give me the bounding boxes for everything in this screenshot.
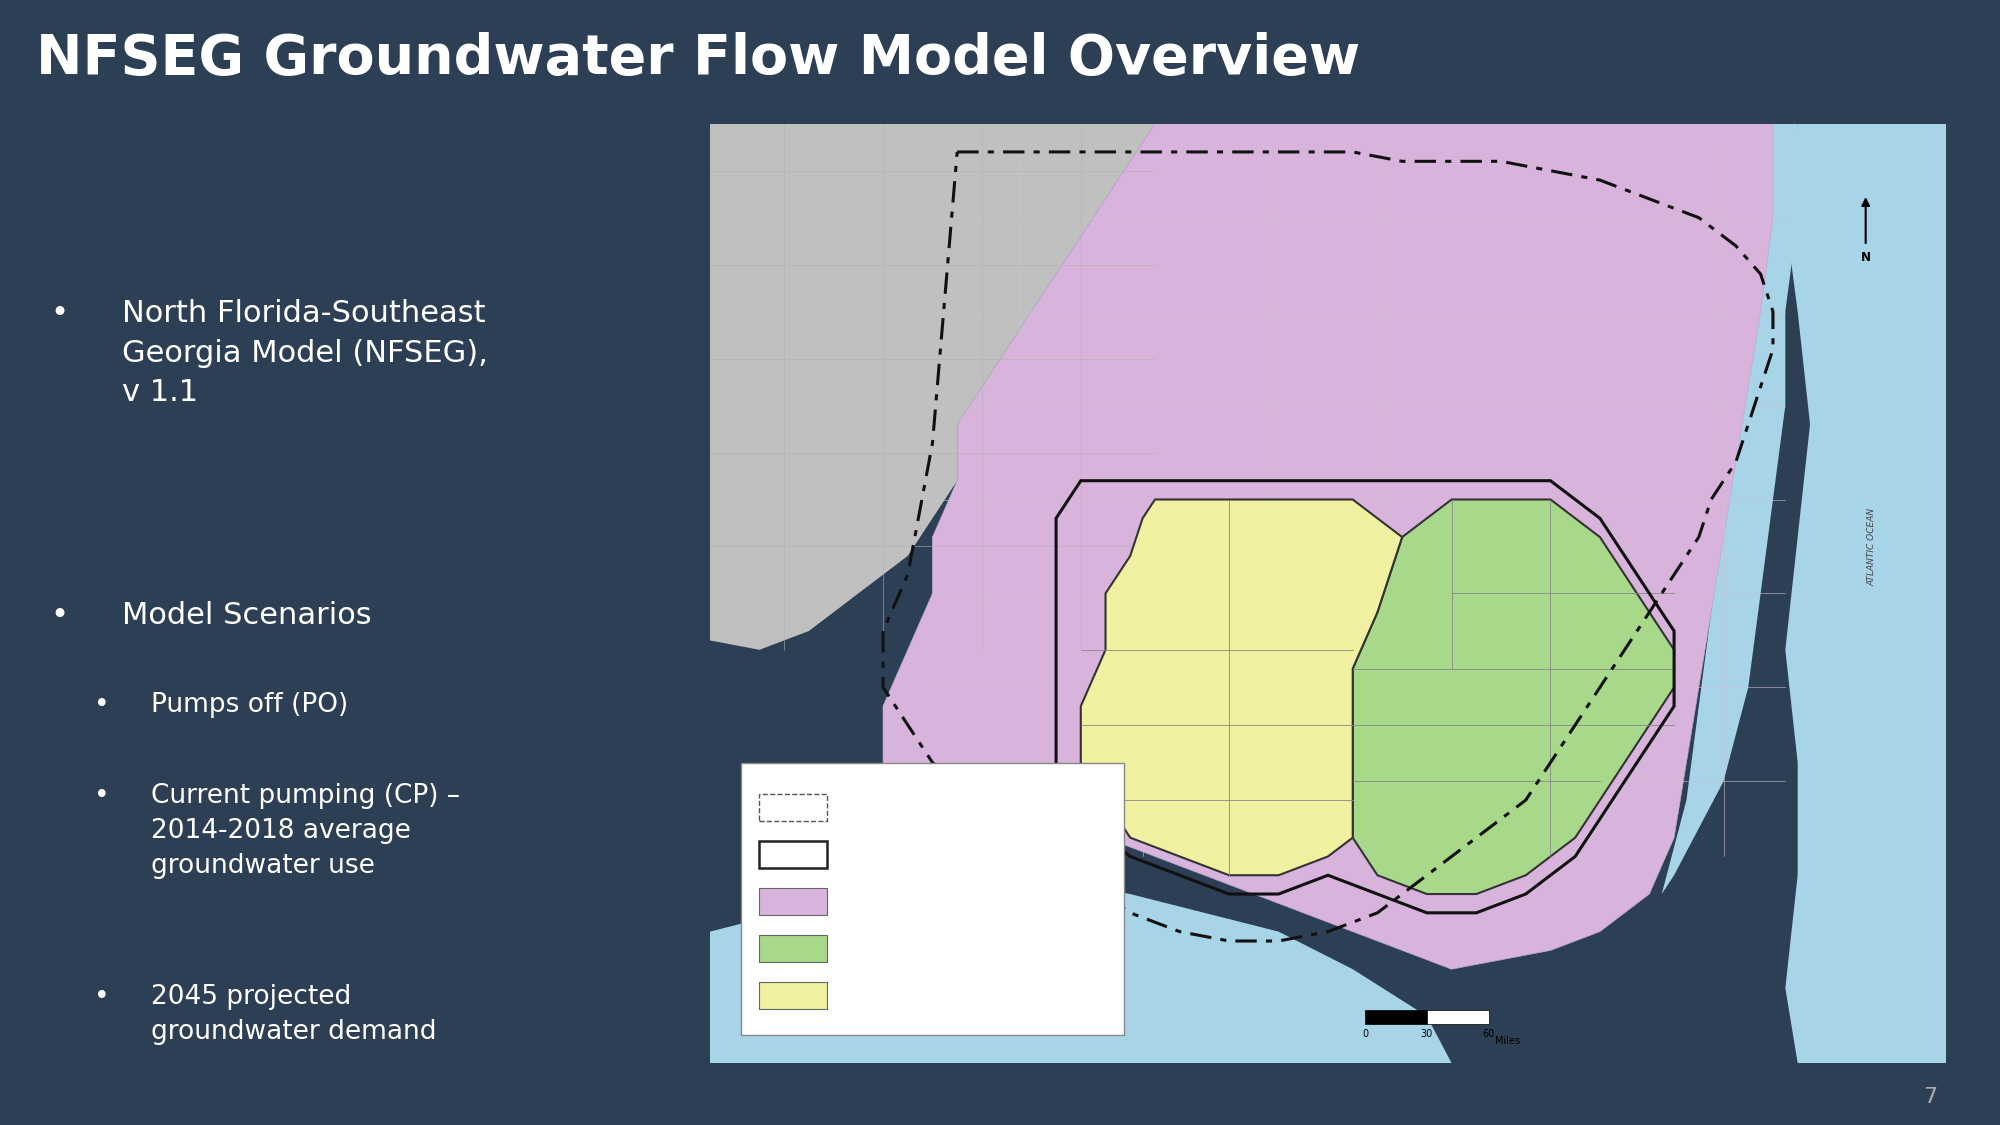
Text: SJRWMD: SJRWMD (846, 942, 896, 955)
Bar (760, 794, 828, 821)
Text: NFRWSP Region: NFRWSP Region (846, 848, 940, 861)
Bar (760, 889, 828, 915)
Polygon shape (1154, 124, 1328, 180)
Text: 0: 0 (1362, 1029, 1368, 1038)
Text: •: • (94, 783, 110, 809)
Text: 7: 7 (1922, 1087, 1938, 1107)
Text: SRWMD: SRWMD (846, 989, 892, 1002)
Text: NFSEG Groundwater Flow Model Overview: NFSEG Groundwater Flow Model Overview (36, 32, 1360, 86)
Bar (760, 842, 828, 867)
Text: N: N (1860, 251, 1870, 263)
Polygon shape (1352, 500, 1674, 894)
Bar (760, 935, 828, 962)
Bar (1426, 1009, 1488, 1024)
Polygon shape (710, 875, 1452, 1063)
Polygon shape (710, 124, 1154, 650)
Text: ATLANTIC OCEAN: ATLANTIC OCEAN (1868, 507, 1876, 585)
Polygon shape (1662, 124, 1798, 894)
Polygon shape (884, 124, 1772, 969)
Bar (760, 982, 828, 1009)
Polygon shape (1786, 124, 1946, 1063)
Text: 30: 30 (1420, 1029, 1434, 1038)
Text: Model Scenarios: Model Scenarios (122, 602, 372, 630)
Text: Miles: Miles (1494, 1036, 1520, 1046)
Text: Floridan Aquifer System: Floridan Aquifer System (846, 896, 988, 908)
Text: •: • (94, 692, 110, 718)
Polygon shape (1080, 500, 1402, 875)
Text: Pumps off (PO): Pumps off (PO) (152, 692, 348, 718)
Text: •: • (94, 984, 110, 1010)
Text: NFSEG Model Extent: NFSEG Model Extent (846, 801, 966, 814)
Text: 2045 projected
groundwater demand: 2045 projected groundwater demand (152, 984, 436, 1045)
Text: GULF OF MEXICO: GULF OF MEXICO (1042, 964, 1120, 973)
Text: Current pumping (CP) –
2014-2018 average
groundwater use: Current pumping (CP) – 2014-2018 average… (152, 783, 460, 879)
Text: •: • (50, 299, 68, 328)
FancyBboxPatch shape (740, 763, 1124, 1035)
Text: 60: 60 (1482, 1029, 1494, 1038)
Text: North Florida-Southeast
Georgia Model (NFSEG),
v 1.1: North Florida-Southeast Georgia Model (N… (122, 299, 488, 407)
Bar (1366, 1009, 1426, 1024)
Text: •: • (50, 602, 68, 630)
